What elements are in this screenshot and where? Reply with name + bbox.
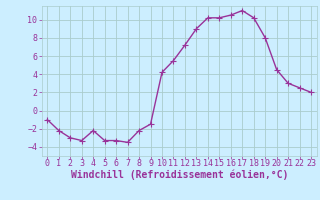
X-axis label: Windchill (Refroidissement éolien,°C): Windchill (Refroidissement éolien,°C) (70, 169, 288, 180)
